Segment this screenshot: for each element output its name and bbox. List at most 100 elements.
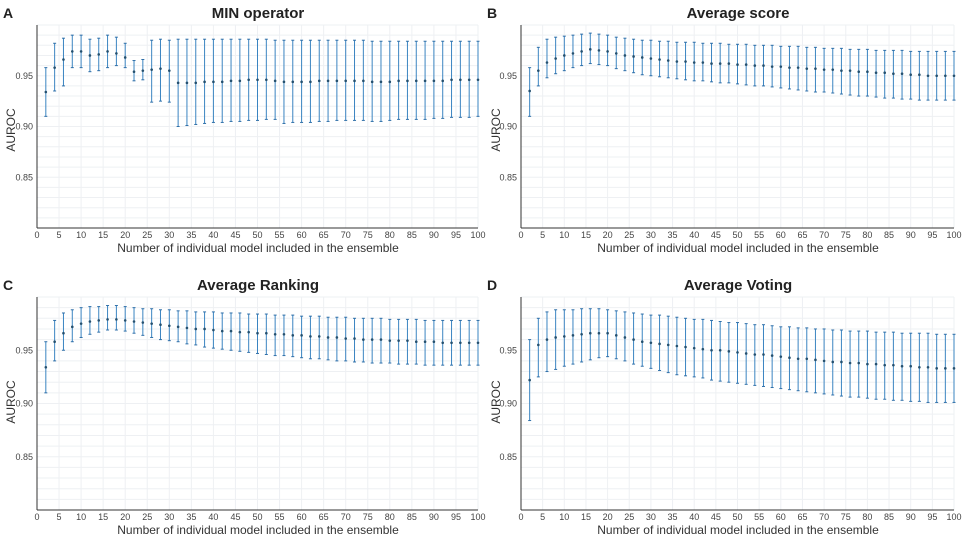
x-tick-label: 20 — [120, 230, 130, 240]
mean-point — [606, 50, 609, 53]
mean-point — [545, 61, 549, 64]
x-tick-label: 100 — [470, 512, 485, 522]
mean-point — [291, 80, 295, 84]
mean-point — [273, 79, 277, 83]
chart-title-a: MIN operator — [212, 5, 305, 22]
x-tick-label: 30 — [164, 512, 174, 522]
mean-point — [805, 67, 809, 70]
mean-point — [132, 320, 136, 323]
x-tick-label: 45 — [711, 230, 721, 240]
mean-point — [106, 50, 109, 53]
mean-point — [176, 81, 180, 85]
mean-point — [727, 62, 731, 65]
mean-point — [353, 79, 356, 83]
y-tick-label: 0.85 — [499, 452, 517, 462]
mean-point — [185, 326, 189, 330]
mean-point — [432, 79, 436, 83]
y-tick-label: 0.90 — [499, 399, 517, 409]
panel-letter-a: A — [3, 5, 13, 21]
mean-point — [554, 57, 557, 60]
mean-point — [459, 78, 462, 82]
mean-point — [779, 65, 783, 68]
mean-point — [822, 68, 826, 71]
mean-point — [588, 48, 592, 51]
y-tick-label: 0.90 — [15, 122, 33, 132]
mean-point — [727, 350, 731, 353]
mean-point — [744, 352, 748, 355]
x-tick-label: 25 — [624, 512, 634, 522]
mean-point — [796, 357, 800, 361]
x-tick-label: 85 — [407, 512, 417, 522]
mean-point — [718, 62, 722, 65]
mean-point — [265, 78, 268, 82]
mean-point — [528, 378, 531, 382]
mean-point — [335, 79, 339, 83]
x-tick-label: 0 — [518, 230, 523, 240]
x-tick-label: 65 — [319, 230, 329, 240]
mean-point — [666, 59, 670, 62]
mean-point — [892, 72, 895, 76]
mean-point — [414, 340, 418, 344]
mean-point — [580, 50, 583, 53]
x-tick-label: 60 — [776, 230, 786, 240]
mean-point — [88, 320, 92, 323]
mean-point — [44, 90, 48, 94]
mean-point — [640, 56, 644, 59]
x-tick-label: 65 — [797, 512, 807, 522]
mean-point — [388, 339, 392, 342]
mean-point — [97, 319, 101, 322]
mean-point — [857, 361, 861, 365]
panel-letter-d: D — [487, 277, 497, 293]
mean-point — [379, 80, 383, 84]
mean-point — [537, 69, 540, 72]
x-axis-label-d: Number of individual model included in t… — [597, 523, 879, 537]
mean-point — [212, 80, 215, 84]
x-tick-label: 60 — [297, 230, 307, 240]
mean-point — [459, 341, 462, 345]
panel-letter-b: B — [487, 5, 497, 21]
x-tick-label: 35 — [186, 230, 196, 240]
x-tick-label: 80 — [862, 512, 872, 522]
mean-point — [606, 331, 609, 335]
mean-point — [168, 69, 171, 72]
mean-point — [467, 78, 471, 82]
chart-title-c: Average Ranking — [197, 277, 319, 294]
x-tick-label: 15 — [581, 512, 591, 522]
mean-point — [588, 331, 592, 335]
mean-point — [952, 74, 956, 78]
x-tick-label: 60 — [776, 512, 786, 522]
mean-point — [883, 71, 887, 75]
x-tick-label: 30 — [164, 230, 174, 240]
mean-point — [909, 73, 912, 77]
mean-point — [614, 334, 618, 337]
y-tick-label: 0.90 — [499, 122, 517, 132]
panel-a: A MIN operator AUROC Number of individua… — [3, 5, 486, 255]
x-tick-label: 55 — [754, 230, 764, 240]
mean-point — [300, 80, 303, 84]
mean-point — [874, 71, 878, 75]
mean-point — [831, 68, 835, 71]
x-tick-label: 10 — [559, 512, 569, 522]
y-tick-label: 0.95 — [499, 345, 517, 355]
chart-title-d: Average Voting — [684, 277, 792, 294]
mean-point — [370, 80, 374, 84]
x-tick-label: 65 — [797, 230, 807, 240]
x-tick-label: 40 — [689, 512, 699, 522]
x-tick-label: 5 — [540, 230, 545, 240]
x-tick-label: 0 — [34, 230, 39, 240]
y-tick-label: 0.95 — [15, 345, 33, 355]
mean-point — [701, 61, 705, 64]
panel-d: D Average Voting AUROC Number of individ… — [487, 277, 962, 537]
mean-point — [640, 340, 644, 344]
mean-point — [788, 66, 791, 69]
x-tick-label: 25 — [142, 230, 152, 240]
x-tick-label: 50 — [252, 512, 262, 522]
y-tick-label: 0.85 — [499, 172, 517, 182]
mean-point — [675, 60, 679, 63]
mean-point — [273, 332, 277, 336]
mean-point — [753, 64, 757, 67]
mean-point — [238, 79, 242, 83]
y-tick-label: 0.95 — [499, 71, 517, 81]
x-tick-label: 100 — [946, 230, 961, 240]
x-tick-label: 10 — [76, 230, 86, 240]
